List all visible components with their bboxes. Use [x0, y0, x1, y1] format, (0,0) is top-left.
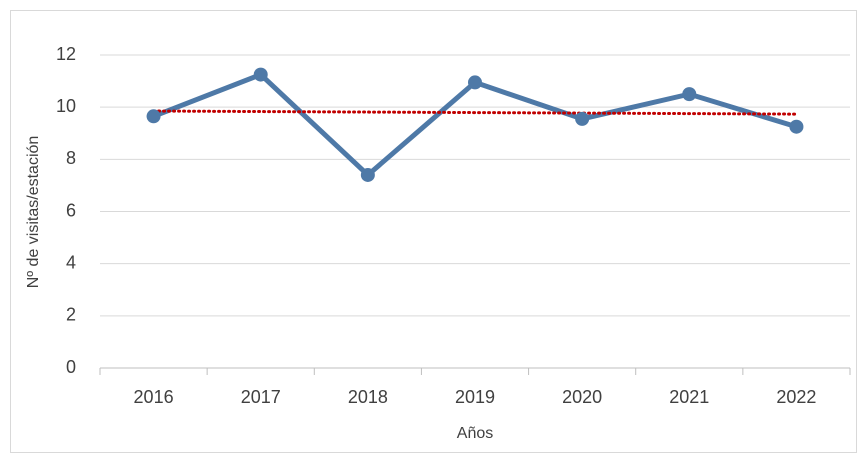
y-tick-label: 4 [66, 252, 76, 272]
data-point [575, 111, 590, 126]
data-point [468, 75, 482, 90]
y-tick-label: 8 [66, 148, 76, 168]
y-tick-label: 6 [66, 200, 76, 220]
x-tick-label: 2021 [669, 387, 709, 407]
y-axis-label: Nº de visitas/estación [25, 136, 42, 289]
data-point [253, 67, 268, 82]
data-point [360, 167, 375, 182]
chart-border [10, 10, 857, 453]
data-point [789, 119, 804, 134]
x-tick-label: 2018 [348, 387, 388, 407]
x-tick-label: 2020 [562, 387, 602, 407]
x-axis-label: Años [457, 425, 493, 442]
x-tick-label: 2016 [134, 387, 174, 407]
y-tick-label: 0 [66, 357, 76, 377]
x-tick-label: 2022 [776, 387, 816, 407]
x-tick-label: 2017 [241, 387, 281, 407]
data-point [146, 109, 161, 124]
trendline [152, 109, 798, 116]
y-tick-label: 12 [56, 44, 76, 64]
y-tick-label: 10 [56, 96, 76, 116]
x-tick-label: 2019 [455, 387, 495, 407]
data-point [682, 87, 697, 102]
y-tick-label: 2 [66, 305, 76, 325]
